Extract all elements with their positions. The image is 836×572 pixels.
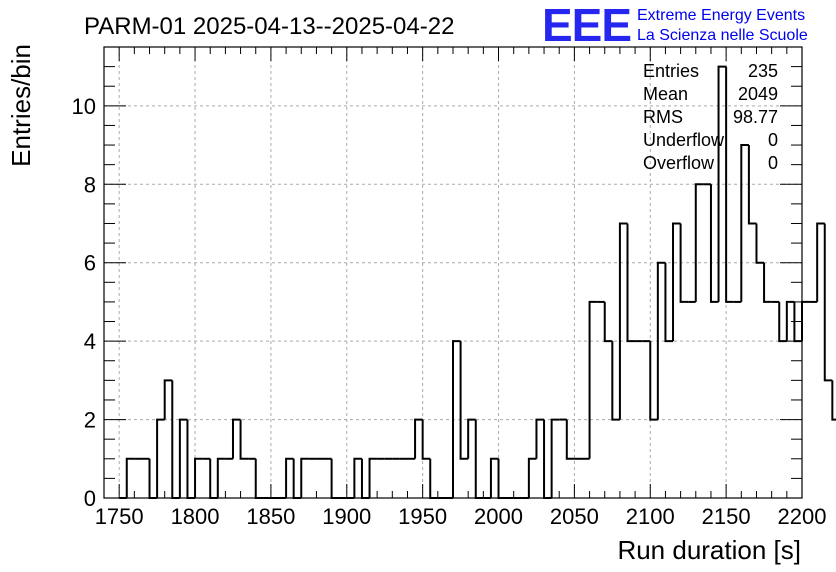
histogram-bin	[231, 418, 241, 459]
histogram-bin	[831, 380, 836, 421]
histogram-bin	[163, 379, 173, 420]
x-tick-label: 1750	[95, 504, 144, 529]
stats-entries-value: 235	[748, 61, 778, 81]
histogram-bin	[747, 145, 757, 225]
histogram-bin	[778, 301, 787, 343]
y-tick-label: 10	[72, 94, 96, 119]
histogram-bin	[603, 301, 613, 343]
stats-entries-label: Entries	[643, 61, 699, 81]
x-tick-label: 1950	[398, 504, 447, 529]
stats-underflow-value: 0	[768, 130, 778, 150]
stats-underflow-label: Underflow	[643, 130, 725, 150]
x-tick-label: 1900	[322, 504, 371, 529]
stats-mean-label: Mean	[643, 84, 688, 104]
x-tick-label: 1800	[171, 504, 220, 529]
histogram-bin	[254, 458, 264, 499]
histogram-bin	[565, 419, 575, 460]
x-tick-label: 2050	[550, 504, 599, 529]
histogram-bin	[550, 418, 560, 498]
y-tick-labels: 0 2 4 6 8 10	[72, 94, 96, 511]
histogram-bin	[239, 419, 249, 460]
histogram-bin	[497, 458, 507, 499]
x-tick-label: 2000	[474, 504, 523, 529]
histogram-bin	[543, 419, 552, 499]
histogram-bin	[801, 300, 810, 342]
histogram-bin	[209, 458, 218, 499]
histogram-bin	[186, 419, 196, 499]
histogram-bin	[649, 341, 658, 421]
histogram-bin	[459, 341, 469, 460]
x-tick-label: 1850	[246, 504, 295, 529]
histogram-bin	[156, 418, 165, 498]
histogram-bin	[611, 341, 620, 421]
stats-mean-value: 2049	[738, 84, 778, 104]
x-tick-label: 2150	[702, 504, 751, 529]
histogram-line	[119, 65, 836, 499]
stats-box: Entries 235 Mean 2049 RMS 98.77 Underflo…	[643, 61, 778, 173]
y-tick-label: 4	[84, 329, 96, 354]
histogram-bin	[656, 261, 666, 420]
stats-rms-value: 98.77	[733, 107, 778, 127]
x-tick-label: 2200	[778, 504, 827, 529]
histogram-bin	[740, 144, 749, 302]
chart-title: PARM-01 2025-04-13--2025-04-22	[84, 13, 454, 40]
histogram-bin	[527, 457, 537, 498]
histogram-bin	[178, 418, 188, 498]
histogram-bin	[360, 458, 370, 499]
eee-logo-mark: EEE	[542, 0, 631, 51]
histogram-bin	[292, 458, 302, 499]
histogram-bin	[823, 223, 833, 382]
histogram-bin	[421, 419, 431, 460]
stats-rms-label: RMS	[643, 107, 683, 127]
histogram-bin	[414, 418, 423, 459]
stats-overflow-label: Overflow	[643, 153, 715, 173]
histogram-bin	[467, 418, 476, 459]
histogram-bin	[535, 418, 545, 459]
histogram-bin	[679, 223, 689, 303]
histogram-bin	[216, 457, 226, 498]
x-tick-labels: 1750 1800 1850 1900 1950 2000 2050 2100 2150 2200	[95, 504, 827, 529]
histogram-bin	[588, 300, 598, 459]
histogram-bin	[816, 222, 825, 302]
eee-logo: EEE Extreme Energy Events La Scienza nel…	[542, 0, 808, 51]
histogram-bin	[452, 340, 461, 498]
histogram-bin	[148, 458, 158, 499]
histogram-bin	[618, 222, 628, 420]
x-axis-label: Run duration [s]	[617, 535, 801, 565]
histogram-bin	[664, 262, 674, 343]
histogram-bin	[194, 457, 203, 498]
histogram-bin	[626, 223, 636, 343]
stats-overflow-value: 0	[768, 153, 778, 173]
eee-logo-line1: Extreme Energy Events	[637, 7, 805, 24]
x-tick-label: 2100	[626, 504, 675, 529]
y-tick-label: 2	[84, 408, 96, 433]
histogram-bin	[285, 457, 294, 498]
histogram-bin	[353, 457, 362, 498]
histogram-bin	[672, 222, 681, 342]
y-axis-label: Entries/bin	[6, 44, 36, 167]
histogram-bin	[474, 419, 484, 499]
histogram-bin	[694, 183, 704, 302]
histogram-bin	[125, 457, 135, 498]
histogram-bin	[330, 458, 340, 499]
histogram-bin	[709, 184, 719, 303]
histogram-bin	[171, 380, 180, 499]
axis-ticks	[103, 46, 803, 499]
y-tick-label: 8	[84, 172, 96, 197]
eee-logo-line2: La Scienza nelle Scuole	[637, 27, 808, 44]
y-tick-label: 6	[84, 251, 96, 276]
histogram-bin	[489, 457, 499, 498]
histogram-bin	[763, 262, 772, 303]
histogram-bin	[717, 65, 727, 302]
histogram-bin	[300, 457, 309, 498]
histogram-bin	[725, 66, 734, 303]
histogram-bin	[368, 457, 378, 498]
histogram-bin	[755, 223, 765, 264]
y-tick-label: 0	[84, 486, 96, 511]
histogram-bin	[429, 458, 438, 499]
